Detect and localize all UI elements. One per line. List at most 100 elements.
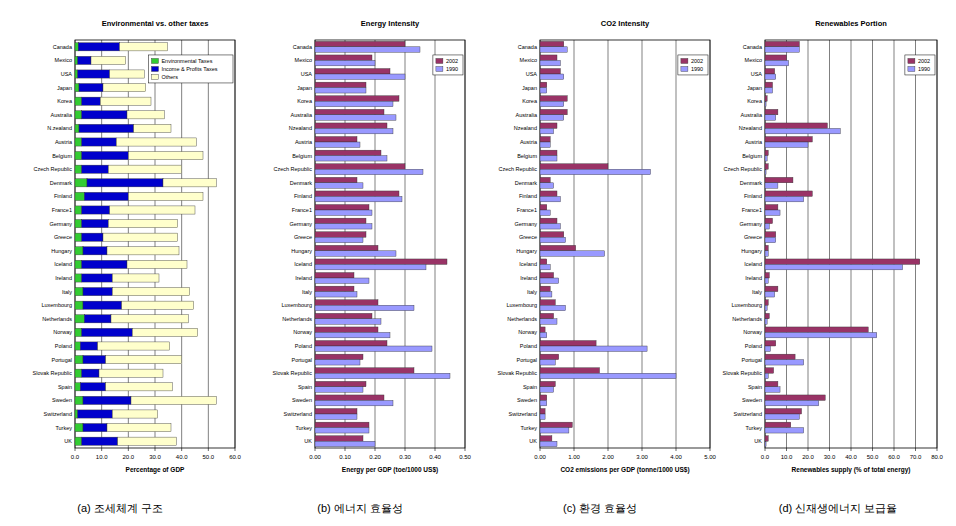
- bar: [540, 109, 567, 114]
- grid-line: [786, 40, 787, 448]
- bar: [540, 428, 569, 433]
- bar-segment: [99, 369, 163, 377]
- category-label: France1: [517, 207, 537, 213]
- tick-label: 0.50: [459, 454, 471, 460]
- legend-swatch: [151, 74, 158, 79]
- bar-segment: [78, 410, 113, 418]
- category-label: Spain: [523, 384, 537, 390]
- category-label: Norway: [518, 329, 537, 335]
- bar: [540, 210, 550, 215]
- category-label: Austria: [745, 139, 763, 145]
- bar-segment: [91, 56, 126, 64]
- category-label: Slovak Republic: [498, 370, 538, 376]
- category-label: Iceland: [54, 261, 72, 267]
- bars: [765, 41, 920, 446]
- category-label: Portugal: [52, 357, 73, 363]
- category-label: Luxembourg: [731, 302, 762, 308]
- bar: [540, 69, 560, 74]
- category-label: Japan: [57, 85, 72, 91]
- bar-segment: [75, 206, 82, 214]
- legend-label: Environmental Taxes: [161, 58, 212, 64]
- bar: [315, 387, 363, 392]
- bar-segment: [75, 165, 82, 173]
- bar: [765, 196, 804, 201]
- category-label: Ireland: [520, 275, 537, 281]
- bar: [315, 332, 390, 337]
- bars: [75, 43, 216, 446]
- legend-swatch: [681, 58, 688, 63]
- bar: [765, 218, 773, 223]
- tick-label: 20.0: [122, 454, 134, 460]
- bar: [765, 128, 840, 133]
- category-label: Austria: [520, 139, 538, 145]
- category-label: Slovak Republic: [273, 370, 313, 376]
- bar: [315, 74, 405, 79]
- bar: [315, 41, 405, 46]
- bar: [315, 278, 369, 283]
- bar-segment: [83, 247, 107, 255]
- category-label: Netherlands: [732, 316, 762, 322]
- caption: (c) 환경 효율성: [563, 502, 637, 514]
- category-label: Turkey: [520, 425, 537, 431]
- axis-label: CO2 emissions per GDP (tonne/1000 US$): [560, 466, 689, 474]
- bar: [540, 169, 651, 174]
- bar-segment: [106, 383, 173, 391]
- bar-segment: [134, 124, 171, 132]
- category-label: Denmark: [290, 180, 313, 186]
- bar-segment: [110, 70, 145, 78]
- tick-mark: [235, 448, 236, 451]
- bar: [765, 232, 776, 237]
- bar-segment: [82, 220, 109, 228]
- bar: [315, 169, 423, 174]
- bar: [315, 436, 363, 441]
- panel: 0.000.100.200.300.400.50CanadaMexicoUSAJ…: [273, 19, 472, 514]
- category-label: Denmark: [740, 180, 763, 186]
- bar-segment: [75, 84, 79, 92]
- bar-segment: [82, 111, 127, 119]
- legend: 20021990: [433, 55, 463, 75]
- legend-label: 1990: [446, 66, 458, 72]
- category-label: Hungary: [51, 248, 72, 254]
- bar: [315, 346, 432, 351]
- bar-segment: [107, 247, 179, 255]
- tick-mark: [101, 448, 102, 451]
- bar: [315, 232, 366, 237]
- grid-line: [937, 40, 938, 448]
- bar: [315, 251, 396, 256]
- bar: [540, 183, 554, 188]
- panel: 0.010.020.030.040.050.060.0CanadaMexicoU…: [33, 19, 242, 514]
- bar: [765, 400, 819, 405]
- bar: [315, 123, 387, 128]
- bar-segment: [75, 220, 82, 228]
- tick-label: 60.0: [888, 454, 900, 460]
- bar: [540, 88, 547, 93]
- bar: [315, 292, 357, 297]
- bar-segment: [75, 410, 78, 418]
- category-label: Poland: [520, 343, 537, 349]
- tick-label: 30.0: [824, 454, 836, 460]
- tick-label: 70.0: [910, 454, 922, 460]
- tick-mark: [642, 448, 643, 451]
- category-label: France1: [292, 207, 312, 213]
- category-label: Turkey: [295, 425, 312, 431]
- caption: (a) 조세체계 구조: [77, 502, 163, 514]
- bar: [315, 96, 399, 101]
- bar: [540, 313, 554, 318]
- bar-segment: [111, 315, 188, 323]
- bar: [765, 224, 769, 229]
- category-label: Ireland: [55, 275, 72, 281]
- bar: [765, 237, 776, 242]
- bar-segment: [82, 328, 133, 336]
- grid-line: [181, 40, 182, 448]
- bar-segment: [75, 301, 83, 309]
- bar-segment: [128, 192, 203, 200]
- category-label: UK: [529, 438, 537, 444]
- bar: [540, 82, 547, 87]
- bar-segment: [82, 97, 101, 105]
- bar: [765, 273, 769, 278]
- category-label: Denmark: [515, 180, 538, 186]
- axis-label: Energy per GDP (toe/1000 US$): [342, 466, 438, 474]
- plot-frame: [540, 40, 710, 448]
- bar: [765, 346, 770, 351]
- bar: [765, 55, 787, 60]
